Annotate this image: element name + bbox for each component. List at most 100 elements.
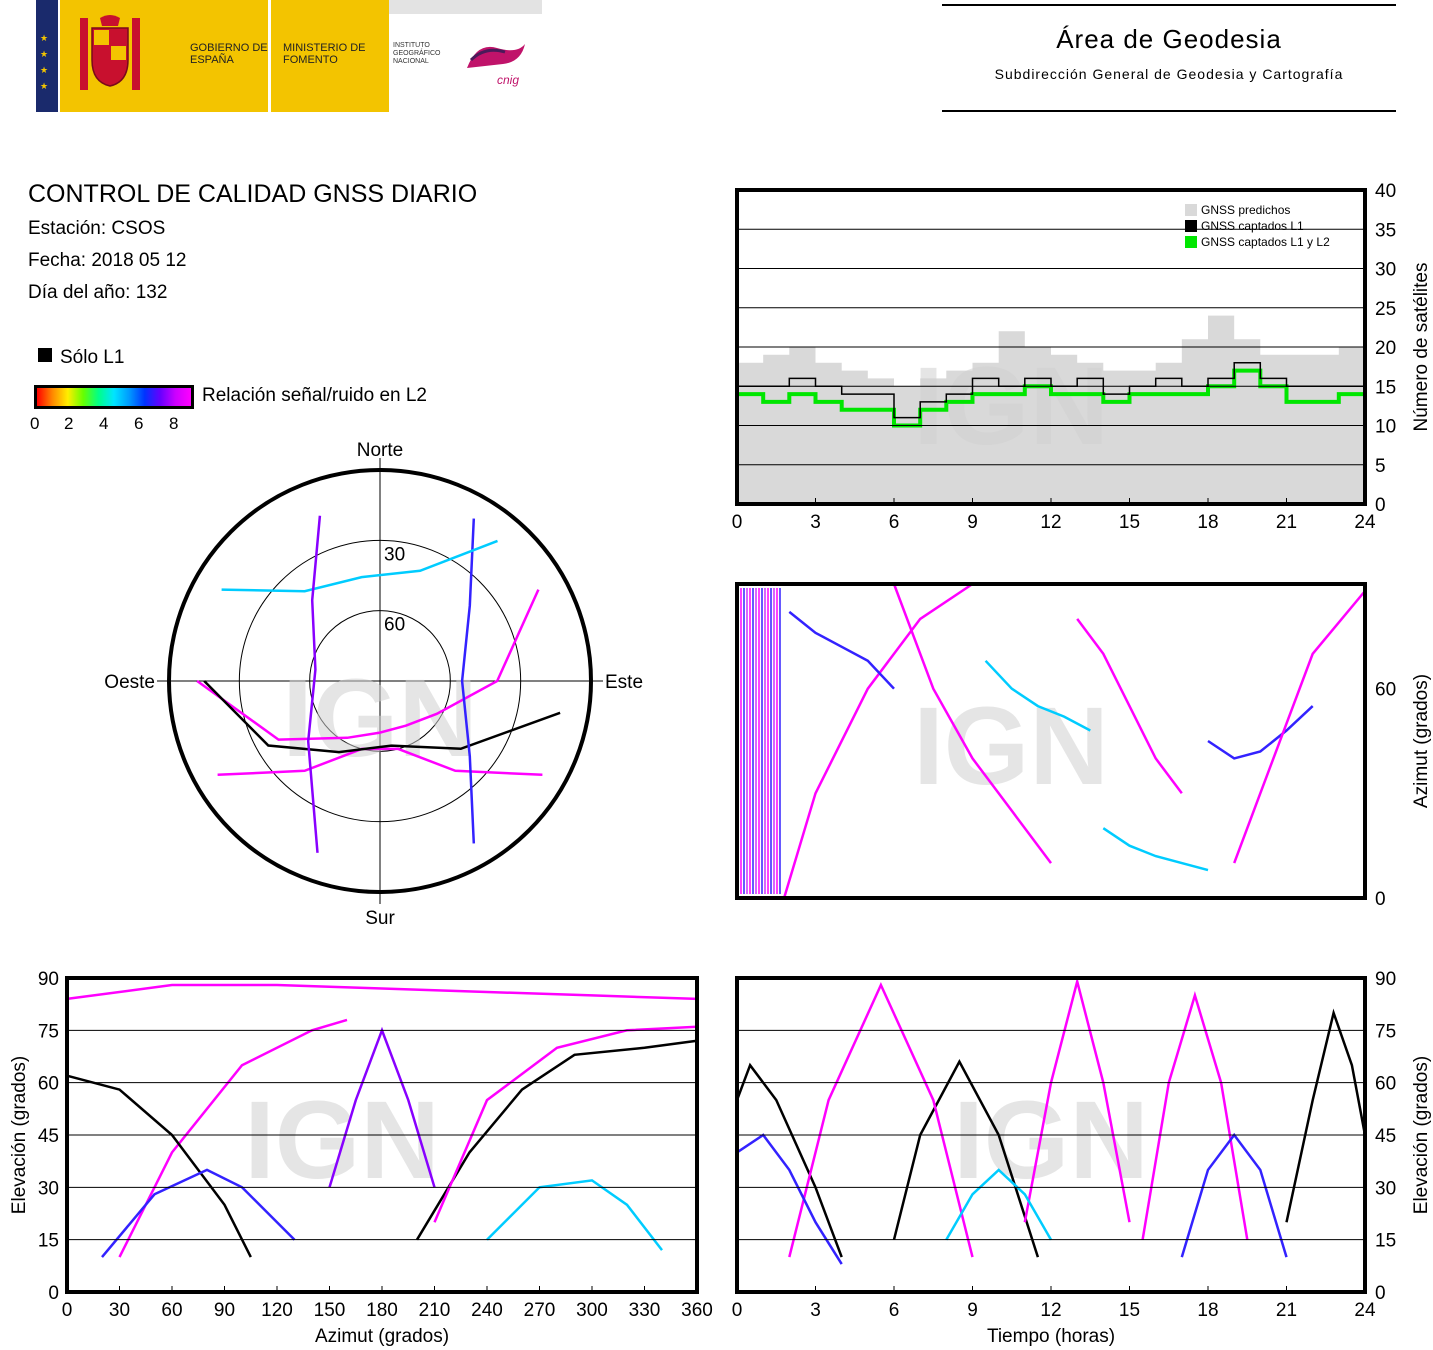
satellite-track (735, 1062, 843, 1258)
ign-watermark: IGN (913, 685, 1109, 808)
satellite-count-area: IGN 0 5 10 15 20 25 30 35 40 0 3 6 9 12 15 18 21 24 Número … (732, 181, 1432, 533)
y-tick-label: 0 (1375, 495, 1386, 516)
doy-label: Día del año: 132 (28, 282, 168, 303)
y-tick-label: 0 (1375, 889, 1386, 910)
satellite-track (788, 610, 895, 690)
logo-header: ★ ★ ★ ★ GOBIERNO DE ESPAÑA MINISTERIO DE FO… (36, 0, 542, 112)
satellite-track (433, 1025, 698, 1223)
plot-frame (735, 188, 1367, 506)
plot-frame (735, 976, 1367, 1294)
x-tick-label: 180 (366, 1300, 398, 1321)
elevation-azimuth-area: IGN 0 15 30 45 60 75 90 0 30 60 90 120 150 180 210 240 27… (9, 969, 713, 1347)
date-label: Fecha: 2018 05 12 (28, 250, 187, 271)
satellite-track (486, 1179, 663, 1251)
x-tick-label: 9 (967, 512, 978, 533)
area-subtitle: Subdirección General de Geodesia y Carto… (994, 66, 1344, 82)
y-tick-label: 30 (1375, 1178, 1396, 1199)
ministerio-text: MINISTERIO DE FOMENTO (283, 42, 366, 66)
y-axis-label: Azimut (grados) (1411, 674, 1432, 808)
legend-entry: GNSS predichos (1201, 203, 1290, 217)
y-tick-label: 75 (1375, 1021, 1396, 1042)
x-tick-label: 300 (576, 1300, 608, 1321)
plot-frame (735, 582, 1367, 900)
cnig-logo-icon: cnig (467, 44, 525, 87)
x-tick-label: 0 (62, 1300, 73, 1321)
x-tick-label: 90 (214, 1300, 235, 1321)
satellite-track (788, 981, 974, 1258)
ministerio-logo: MINISTERIO DE FOMENTO (271, 0, 389, 112)
y-tick-label: 30 (38, 1178, 59, 1199)
legend-swatch (1185, 236, 1197, 248)
x-tick-label: 24 (1354, 1300, 1376, 1321)
legend-swatch (1185, 220, 1197, 232)
x-tick-label: 15 (1119, 512, 1140, 533)
x-tick-label: 18 (1197, 1300, 1218, 1321)
l1-only-label: Sólo L1 (60, 347, 125, 368)
satellite-track (736, 1133, 843, 1265)
x-tick-label: 18 (1197, 512, 1218, 533)
y-tick-label: 25 (1375, 299, 1396, 320)
satellite-track (101, 1168, 296, 1258)
x-tick-label: 9 (967, 1300, 978, 1321)
satellite-track (306, 515, 322, 853)
satellite-track (782, 582, 974, 899)
satellite-track (1285, 1008, 1367, 1223)
cbar-tick: 6 (134, 414, 144, 433)
y-tick-label: 35 (1375, 220, 1396, 241)
x-tick-label: 12 (1040, 512, 1061, 533)
satellite-track (415, 1039, 698, 1241)
satellite-track (984, 659, 1091, 732)
legend-swatch (1185, 204, 1197, 216)
y-tick-label: 45 (1375, 1126, 1396, 1147)
y-tick-label: 40 (1375, 181, 1396, 202)
x-tick-label: 15 (1119, 1300, 1140, 1321)
satellite-track (945, 1168, 1053, 1241)
x-tick-label: 30 (109, 1300, 130, 1321)
plot-frame (65, 976, 699, 1294)
y-axis-label: Elevación (grados) (1411, 1056, 1432, 1214)
coat-of-arms-icon (80, 15, 140, 90)
y-tick-label: 60 (1375, 1074, 1396, 1095)
y-tick-label: 90 (1375, 969, 1396, 990)
x-tick-label: 6 (889, 1300, 900, 1321)
west-label: Oeste (104, 672, 155, 693)
x-tick-label: 270 (524, 1300, 556, 1321)
y-tick-label: 15 (1375, 377, 1396, 398)
satellite-track (1023, 976, 1131, 1223)
x-tick-label: 3 (810, 1300, 821, 1321)
satellite-track (1207, 705, 1314, 760)
cnig-logo-text: cnig (497, 73, 519, 87)
y-axis-label: Número de satélites (1411, 263, 1432, 432)
x-tick-label: 24 (1354, 512, 1376, 533)
snr-colorbar-label: Relación señal/ruido en L2 (202, 385, 427, 406)
x-axis-label: Tiempo (horas) (987, 1326, 1115, 1347)
y-tick-label: 30 (1375, 260, 1396, 281)
ring-label: 30 (384, 544, 405, 565)
satellite-track (1102, 827, 1209, 872)
cbar-tick: 0 (30, 414, 40, 433)
satellite-count-chart: IGN 0 5 10 15 20 25 30 35 40 0 3 6 9 12 15 18 21 24 Número … (732, 181, 1432, 533)
x-tick-label: 12 (1040, 1300, 1061, 1321)
y-tick-label: 20 (1375, 338, 1396, 359)
y-tick-label: 15 (1375, 1231, 1396, 1252)
x-tick-label: 360 (681, 1300, 713, 1321)
x-tick-label: 0 (732, 1300, 743, 1321)
south-label: Sur (365, 908, 395, 929)
gobierno-text: GOBIERNO DE ESPAÑA (190, 42, 268, 66)
report-title: CONTROL DE CALIDAD GNSS DIARIO (28, 180, 478, 208)
y-tick-label: 15 (38, 1231, 59, 1252)
y-tick-label: 10 (1375, 417, 1396, 438)
l1-series-line (737, 361, 1365, 419)
satellite-track (1233, 590, 1366, 864)
cbar-tick: 4 (99, 414, 109, 433)
x-tick-label: 21 (1276, 512, 1297, 533)
eu-flag-strip: ★ ★ ★ ★ (36, 0, 58, 112)
l1-only-swatch (38, 348, 52, 362)
azimuth-time-area: IGN 0 60 Azimut (grados) (735, 582, 1432, 910)
legend-entry: GNSS captados L1 y L2 (1201, 235, 1330, 249)
gobierno-logo: GOBIERNO DE ESPAÑA (60, 0, 268, 112)
